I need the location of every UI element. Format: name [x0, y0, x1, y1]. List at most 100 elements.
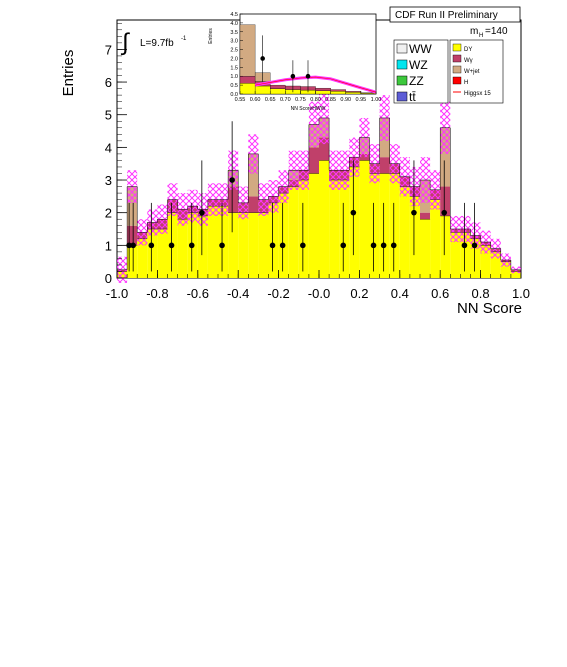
legend-swatch — [396, 59, 408, 70]
inset-bar-wgamma — [315, 87, 331, 91]
y-tick-label: 7 — [105, 42, 112, 57]
legend-right: DY Wγ W+jet H Higgsx 15 — [449, 39, 504, 104]
inset-y-tick-label: 1.0 — [230, 74, 238, 80]
data-point — [390, 242, 397, 249]
legend-label: H — [464, 80, 468, 86]
x-tick-label: 0.4 — [391, 286, 409, 301]
legend-label: WZ — [409, 58, 428, 72]
inset-chart: Entries NN ScoreHWW 0.55 0.60 0.65 0.70 0.75… — [208, 12, 381, 112]
bar-dy — [319, 160, 330, 278]
x-axis-ticks: -1.0 -0.8 -0.6 -0.4 -0.2 -0.0 0.2 0.4 0.6 0.8 1.0 — [106, 270, 530, 301]
data-points — [126, 121, 478, 272]
x-tick-label: 0.6 — [431, 286, 449, 301]
data-point — [229, 177, 235, 183]
x-tick-label: 0.2 — [350, 286, 368, 301]
integral-symbol: ∫ — [120, 29, 130, 56]
data-point — [350, 209, 357, 216]
data-point — [461, 242, 468, 249]
x-tick-label: -0.6 — [187, 286, 209, 301]
bar-dy — [197, 215, 208, 278]
inset-y-tick-label: 2.5 — [230, 48, 238, 54]
bar-dy — [440, 215, 451, 278]
data-point — [188, 242, 195, 249]
inset-bar-dy — [315, 90, 331, 95]
bar-dy — [379, 173, 390, 278]
data-point — [279, 242, 286, 249]
legend-label: WW — [409, 42, 432, 56]
inset-x-tick-label: 1.00 — [371, 97, 382, 103]
bar-dy — [409, 196, 420, 278]
x-tick-label: -0.0 — [308, 286, 330, 301]
bar-dy — [228, 212, 239, 278]
bar-dy — [500, 261, 511, 278]
bar-dy — [329, 180, 340, 278]
inset-x-tick-label: 0.95 — [356, 97, 367, 103]
legend-swatch — [452, 54, 462, 63]
mass-value: =140 — [485, 26, 508, 37]
bar-dy — [399, 186, 410, 278]
bar-dy — [258, 212, 269, 278]
inset-data-point — [260, 56, 265, 61]
data-point — [168, 242, 175, 249]
data-point — [380, 242, 387, 249]
x-tick-label: -0.2 — [267, 286, 289, 301]
data-point — [441, 209, 448, 216]
x-tick-label: 1.0 — [512, 286, 530, 301]
y-tick-label: 3 — [105, 173, 112, 188]
data-point — [471, 242, 478, 249]
bar-dy — [470, 238, 481, 278]
bar-dy — [420, 219, 431, 278]
inset-y-tick-label: 1.5 — [230, 65, 238, 71]
inset-x-tick-label: 0.65 — [265, 97, 276, 103]
bar-dy — [137, 238, 148, 278]
inset-y-label: Entries — [208, 28, 214, 44]
bar-dy — [430, 199, 441, 278]
inset-bar-wgamma — [239, 76, 256, 84]
data-point — [130, 242, 136, 249]
x-tick-label: -1.0 — [106, 286, 128, 301]
data-point — [340, 242, 347, 249]
y-tick-label: 2 — [105, 206, 112, 221]
dy-boundary-line — [117, 160, 521, 272]
bar-w- — [228, 186, 239, 213]
bar-dy — [278, 193, 289, 278]
bar-dy — [460, 232, 471, 278]
bar-dy — [268, 202, 279, 278]
title-box — [389, 6, 521, 23]
bar-dy — [490, 251, 501, 278]
bar-dy — [480, 245, 491, 278]
data-point — [370, 242, 377, 249]
inset-x-tick-label: 0.90 — [340, 97, 351, 103]
data-point — [148, 242, 155, 249]
legend-label: W+jet — [464, 69, 480, 75]
bar-dy — [349, 166, 360, 278]
legend-label: ZZ — [409, 74, 424, 88]
bar-w-jet — [127, 186, 138, 226]
inset-bar-dy — [254, 85, 271, 95]
bar-w- — [127, 225, 138, 246]
data-point — [199, 209, 205, 216]
bar-dy — [308, 173, 319, 278]
inset-y-tick-label: 3.5 — [230, 30, 238, 36]
inset-y-tick-label: 3.0 — [230, 39, 238, 45]
inset-y-tick-label: 0.5 — [230, 83, 238, 89]
legend-swatch — [396, 43, 408, 54]
bar-dy — [127, 245, 138, 278]
inset-y-tick-label: 0.0 — [230, 92, 238, 98]
bar-dy — [510, 271, 521, 278]
bar-dy — [177, 219, 188, 278]
bar-w- — [319, 137, 330, 161]
inset-bar-wgamma — [345, 91, 362, 93]
mass-label-sub: H — [479, 33, 483, 39]
bar-dy — [450, 232, 461, 278]
bar-dy — [288, 186, 299, 278]
bar-dy — [389, 173, 400, 278]
legend-label: tt̄ — [409, 90, 416, 104]
x-axis-label: NN Score — [457, 300, 522, 317]
inset-x-tick-label: 0.75 — [295, 97, 306, 103]
bar-dy — [339, 180, 350, 278]
inset-x-label: NN ScoreHWW — [291, 106, 326, 112]
total-step-line — [116, 117, 522, 278]
legend-left: WW WZ ZZ tt̄ — [393, 39, 449, 104]
